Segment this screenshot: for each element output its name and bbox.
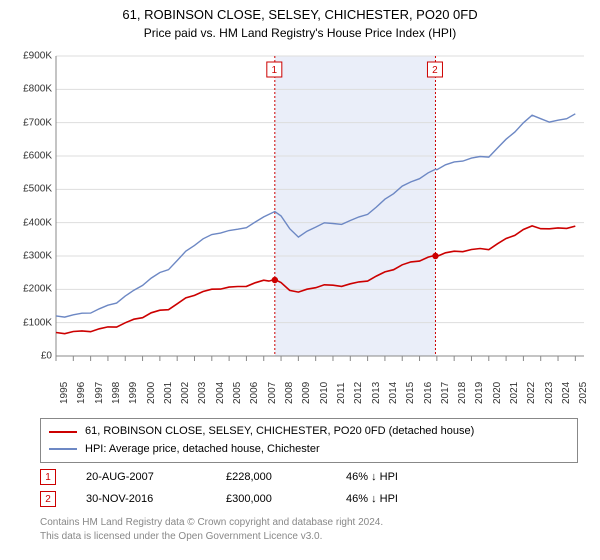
y-tick-label: £600K — [23, 151, 52, 162]
x-tick-label: 2024 — [561, 382, 572, 404]
x-tick-label: 2006 — [249, 382, 260, 404]
x-tick-label: 2004 — [215, 382, 226, 404]
y-tick-label: £0 — [41, 351, 52, 362]
x-tick-label: 2001 — [163, 382, 174, 404]
svg-text:1: 1 — [272, 65, 278, 76]
sale-date: 20-AUG-2007 — [86, 471, 196, 483]
legend: 61, ROBINSON CLOSE, SELSEY, CHICHESTER, … — [40, 418, 578, 463]
x-tick-label: 2023 — [544, 382, 555, 404]
sale-row: 1 20-AUG-2007 £228,000 46% ↓ HPI — [40, 466, 436, 488]
x-tick-label: 2005 — [232, 382, 243, 404]
y-tick-label: £400K — [23, 217, 52, 228]
legend-swatch — [49, 431, 77, 433]
x-tick-label: 2025 — [578, 382, 589, 404]
sale-date: 30-NOV-2016 — [86, 493, 196, 505]
sales-table: 1 20-AUG-2007 £228,000 46% ↓ HPI 2 30-NO… — [40, 466, 436, 510]
page-subtitle: Price paid vs. HM Land Registry's House … — [0, 26, 600, 40]
y-tick-label: £100K — [23, 317, 52, 328]
x-tick-label: 1998 — [111, 382, 122, 404]
x-tick-label: 2014 — [388, 382, 399, 404]
svg-text:2: 2 — [432, 65, 438, 76]
footer: Contains HM Land Registry data © Crown c… — [40, 516, 383, 543]
legend-swatch — [49, 448, 77, 450]
x-tick-label: 1996 — [76, 382, 87, 404]
x-tick-label: 2000 — [146, 382, 157, 404]
y-tick-label: £800K — [23, 84, 52, 95]
x-tick-label: 1995 — [59, 382, 70, 404]
x-tick-label: 2020 — [492, 382, 503, 404]
x-tick-label: 2016 — [423, 382, 434, 404]
x-tick-label: 2009 — [301, 382, 312, 404]
x-tick-label: 2017 — [440, 382, 451, 404]
page-title: 61, ROBINSON CLOSE, SELSEY, CHICHESTER, … — [0, 0, 600, 24]
price-chart: 1 2 £0 £100K £200K £300K £400K £500K £600K £700K… — [10, 50, 590, 410]
legend-item: 61, ROBINSON CLOSE, SELSEY, CHICHESTER, … — [49, 423, 569, 441]
y-tick-label: £300K — [23, 251, 52, 262]
x-tick-label: 2012 — [353, 382, 364, 404]
sale-hpi: 46% ↓ HPI — [346, 493, 436, 505]
x-tick-label: 2019 — [474, 382, 485, 404]
x-tick-label: 1997 — [94, 382, 105, 404]
sale-price: £300,000 — [226, 493, 316, 505]
x-tick-label: 2013 — [371, 382, 382, 404]
footer-line: This data is licensed under the Open Gov… — [40, 530, 383, 544]
x-tick-label: 2015 — [405, 382, 416, 404]
y-tick-label: £900K — [23, 51, 52, 62]
y-tick-label: £700K — [23, 117, 52, 128]
sale-price: £228,000 — [226, 471, 316, 483]
y-tick-label: £200K — [23, 284, 52, 295]
x-tick-label: 2022 — [526, 382, 537, 404]
x-tick-label: 2010 — [319, 382, 330, 404]
legend-label: HPI: Average price, detached house, Chic… — [85, 441, 320, 459]
y-tick-label: £500K — [23, 184, 52, 195]
sale-marker-box: 2 — [40, 491, 56, 507]
x-tick-label: 2003 — [197, 382, 208, 404]
footer-line: Contains HM Land Registry data © Crown c… — [40, 516, 383, 530]
x-tick-label: 2007 — [267, 382, 278, 404]
legend-label: 61, ROBINSON CLOSE, SELSEY, CHICHESTER, … — [85, 423, 474, 441]
sale-row: 2 30-NOV-2016 £300,000 46% ↓ HPI — [40, 488, 436, 510]
x-tick-label: 2002 — [180, 382, 191, 404]
x-tick-label: 1999 — [128, 382, 139, 404]
sale-marker-box: 1 — [40, 469, 56, 485]
legend-item: HPI: Average price, detached house, Chic… — [49, 441, 569, 459]
x-tick-label: 2021 — [509, 382, 520, 404]
sale-hpi: 46% ↓ HPI — [346, 471, 436, 483]
x-tick-label: 2011 — [336, 382, 347, 404]
x-tick-label: 2008 — [284, 382, 295, 404]
x-tick-label: 2018 — [457, 382, 468, 404]
